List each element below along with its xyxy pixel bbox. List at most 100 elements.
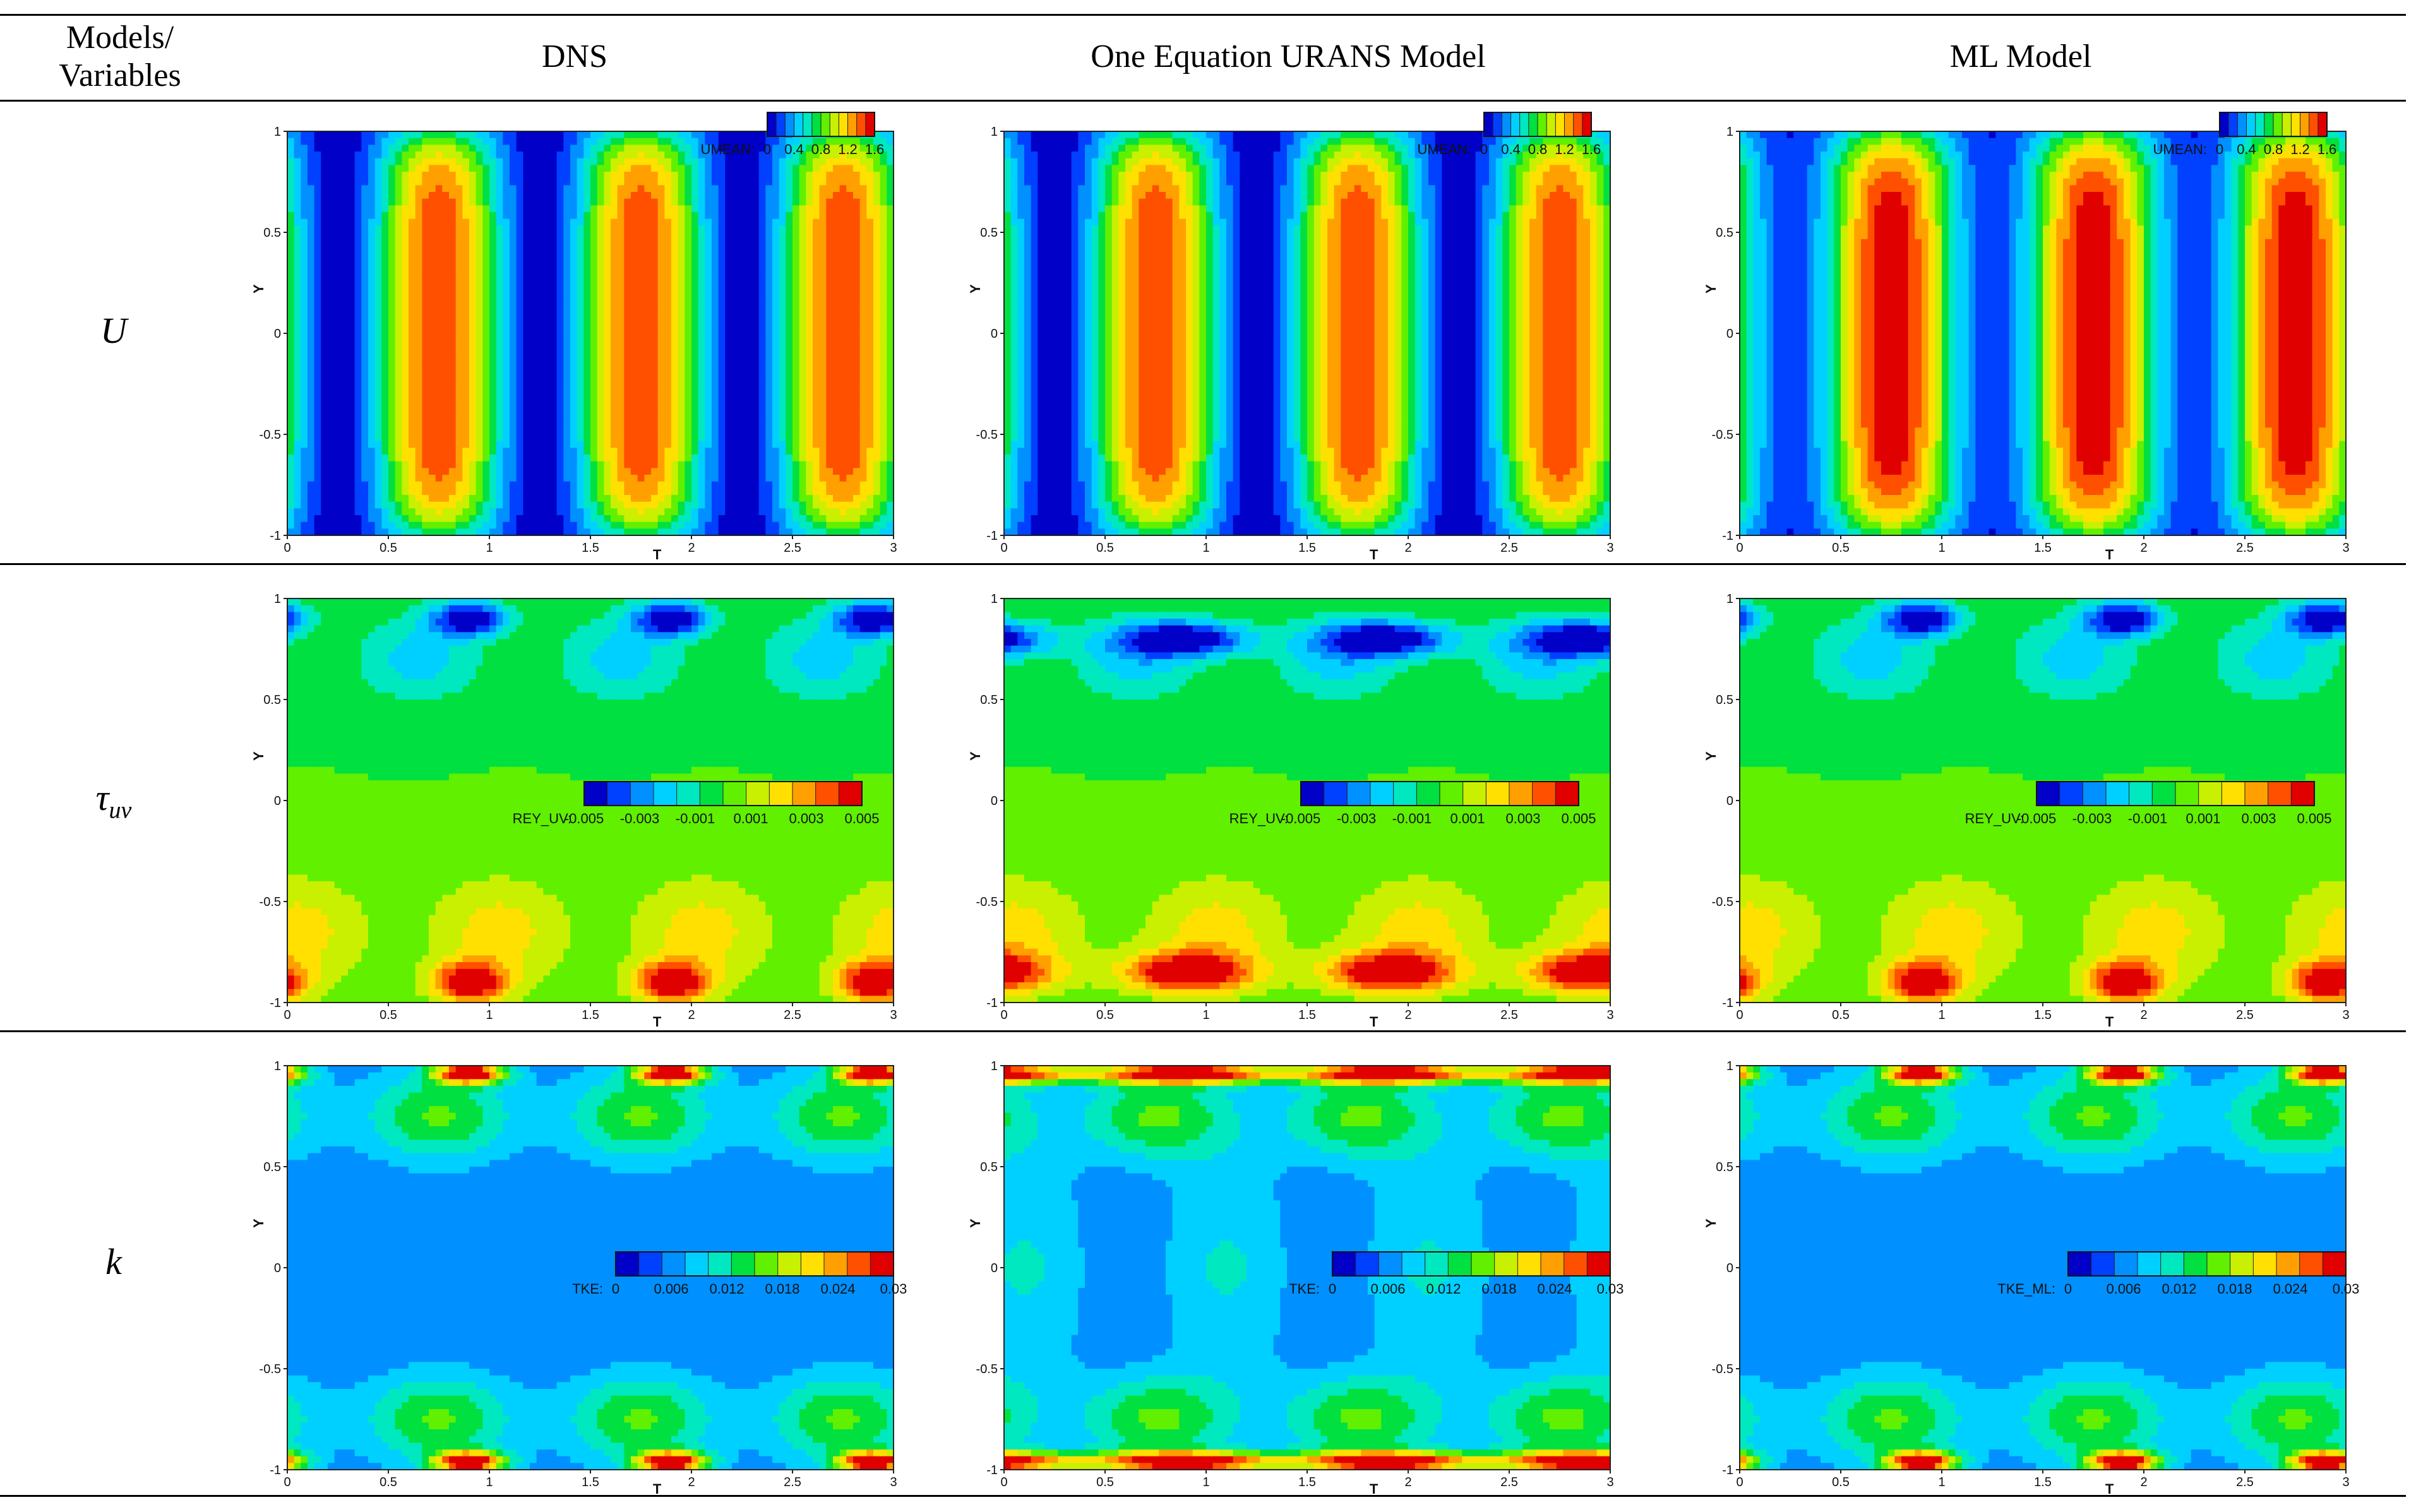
contour-cell [536,461,544,468]
contour-cell [314,198,321,206]
contour-cell [705,145,712,152]
contour-cell [833,152,840,159]
contour-cell [543,387,551,395]
contour-cell [712,293,719,301]
contour-cell [732,333,739,341]
contour-cell [449,306,457,314]
contour-cell [705,212,712,220]
contour-cell [570,192,578,199]
contour-cell [462,178,470,186]
contour-cell [577,434,584,442]
contour-cell [503,293,510,301]
contour-cell [732,273,739,280]
contour-cell [631,172,638,179]
contour-cell [395,387,402,395]
contour-cell [314,434,321,442]
contour-cell [563,501,571,509]
contour-cell [381,299,389,307]
contour-cell [563,158,571,165]
contour-cell [819,448,827,455]
contour-cell [368,218,376,226]
contour-cell [550,158,558,165]
contour-cell [361,198,369,206]
contour-cell [429,475,436,482]
contour-cell [685,501,692,509]
contour-cell [637,198,645,206]
contour-cell [556,313,564,321]
contour-cell [368,158,376,165]
contour-cell [644,286,652,294]
contour-cell [806,468,813,475]
contour-cell [496,333,503,341]
contour-cell [732,158,739,165]
contour-cell [482,286,490,294]
contour-cell [732,495,739,503]
contour-cell [328,501,335,509]
contour-cell [705,380,712,388]
contour-cell [455,239,463,246]
contour-cell [685,198,692,206]
contour-cell [631,319,638,327]
contour-cell [550,138,558,145]
contour-cell [758,515,766,523]
contour-cell [415,434,422,442]
contour-cell [758,178,766,186]
contour-cell [839,253,847,260]
contour-cell [550,239,558,246]
contour-cell [826,501,834,509]
contour-cell [799,266,806,273]
contour-cell [409,521,416,529]
contour-cell [496,218,503,226]
contour-cell [334,293,342,301]
contour-cell [348,273,356,280]
contour-cell [806,198,813,206]
contour-cell [395,138,402,145]
contour-cell [328,279,335,287]
contour-cell [644,185,652,193]
contour-cell [617,178,625,186]
contour-cell [314,239,321,246]
contour-cell [826,521,834,529]
contour-cell [644,152,652,159]
contour-cell [550,326,558,334]
contour-cell [617,394,625,402]
contour-cell [813,253,820,260]
contour-cell [705,347,712,354]
contour-cell [361,394,369,402]
contour-cell [321,253,328,260]
contour-cell [435,455,443,462]
contour-cell [772,178,780,186]
contour-cell [328,205,335,213]
contour-cell [523,232,530,240]
contour-cell [429,380,436,388]
contour-cell [833,387,840,395]
contour-cell [590,488,598,496]
contour-cell [570,508,578,516]
contour-cell [725,461,733,468]
contour-cell [712,145,719,152]
contour-cell [799,468,806,475]
contour-cell [469,340,477,347]
contour-cell [698,347,705,354]
contour-cell [523,299,530,307]
contour-cell [314,165,321,172]
contour-cell [678,347,685,354]
contour-cell [308,212,315,220]
contour-cell [839,394,847,402]
contour-cell [348,286,356,294]
contour-cell [826,178,834,186]
contour-cell [550,340,558,347]
contour-cell [779,326,786,334]
contour-cell [321,246,328,253]
contour-cell [678,253,685,260]
contour-cell [833,293,840,301]
contour-cell [429,501,436,509]
contour-cell [813,172,820,179]
contour-cell [799,475,806,482]
contour-cell [314,400,321,408]
contour-cell [321,521,328,529]
contour-cell [813,165,820,172]
contour-cell [395,360,402,367]
contour-cell [624,279,631,287]
contour-cell [644,333,652,341]
